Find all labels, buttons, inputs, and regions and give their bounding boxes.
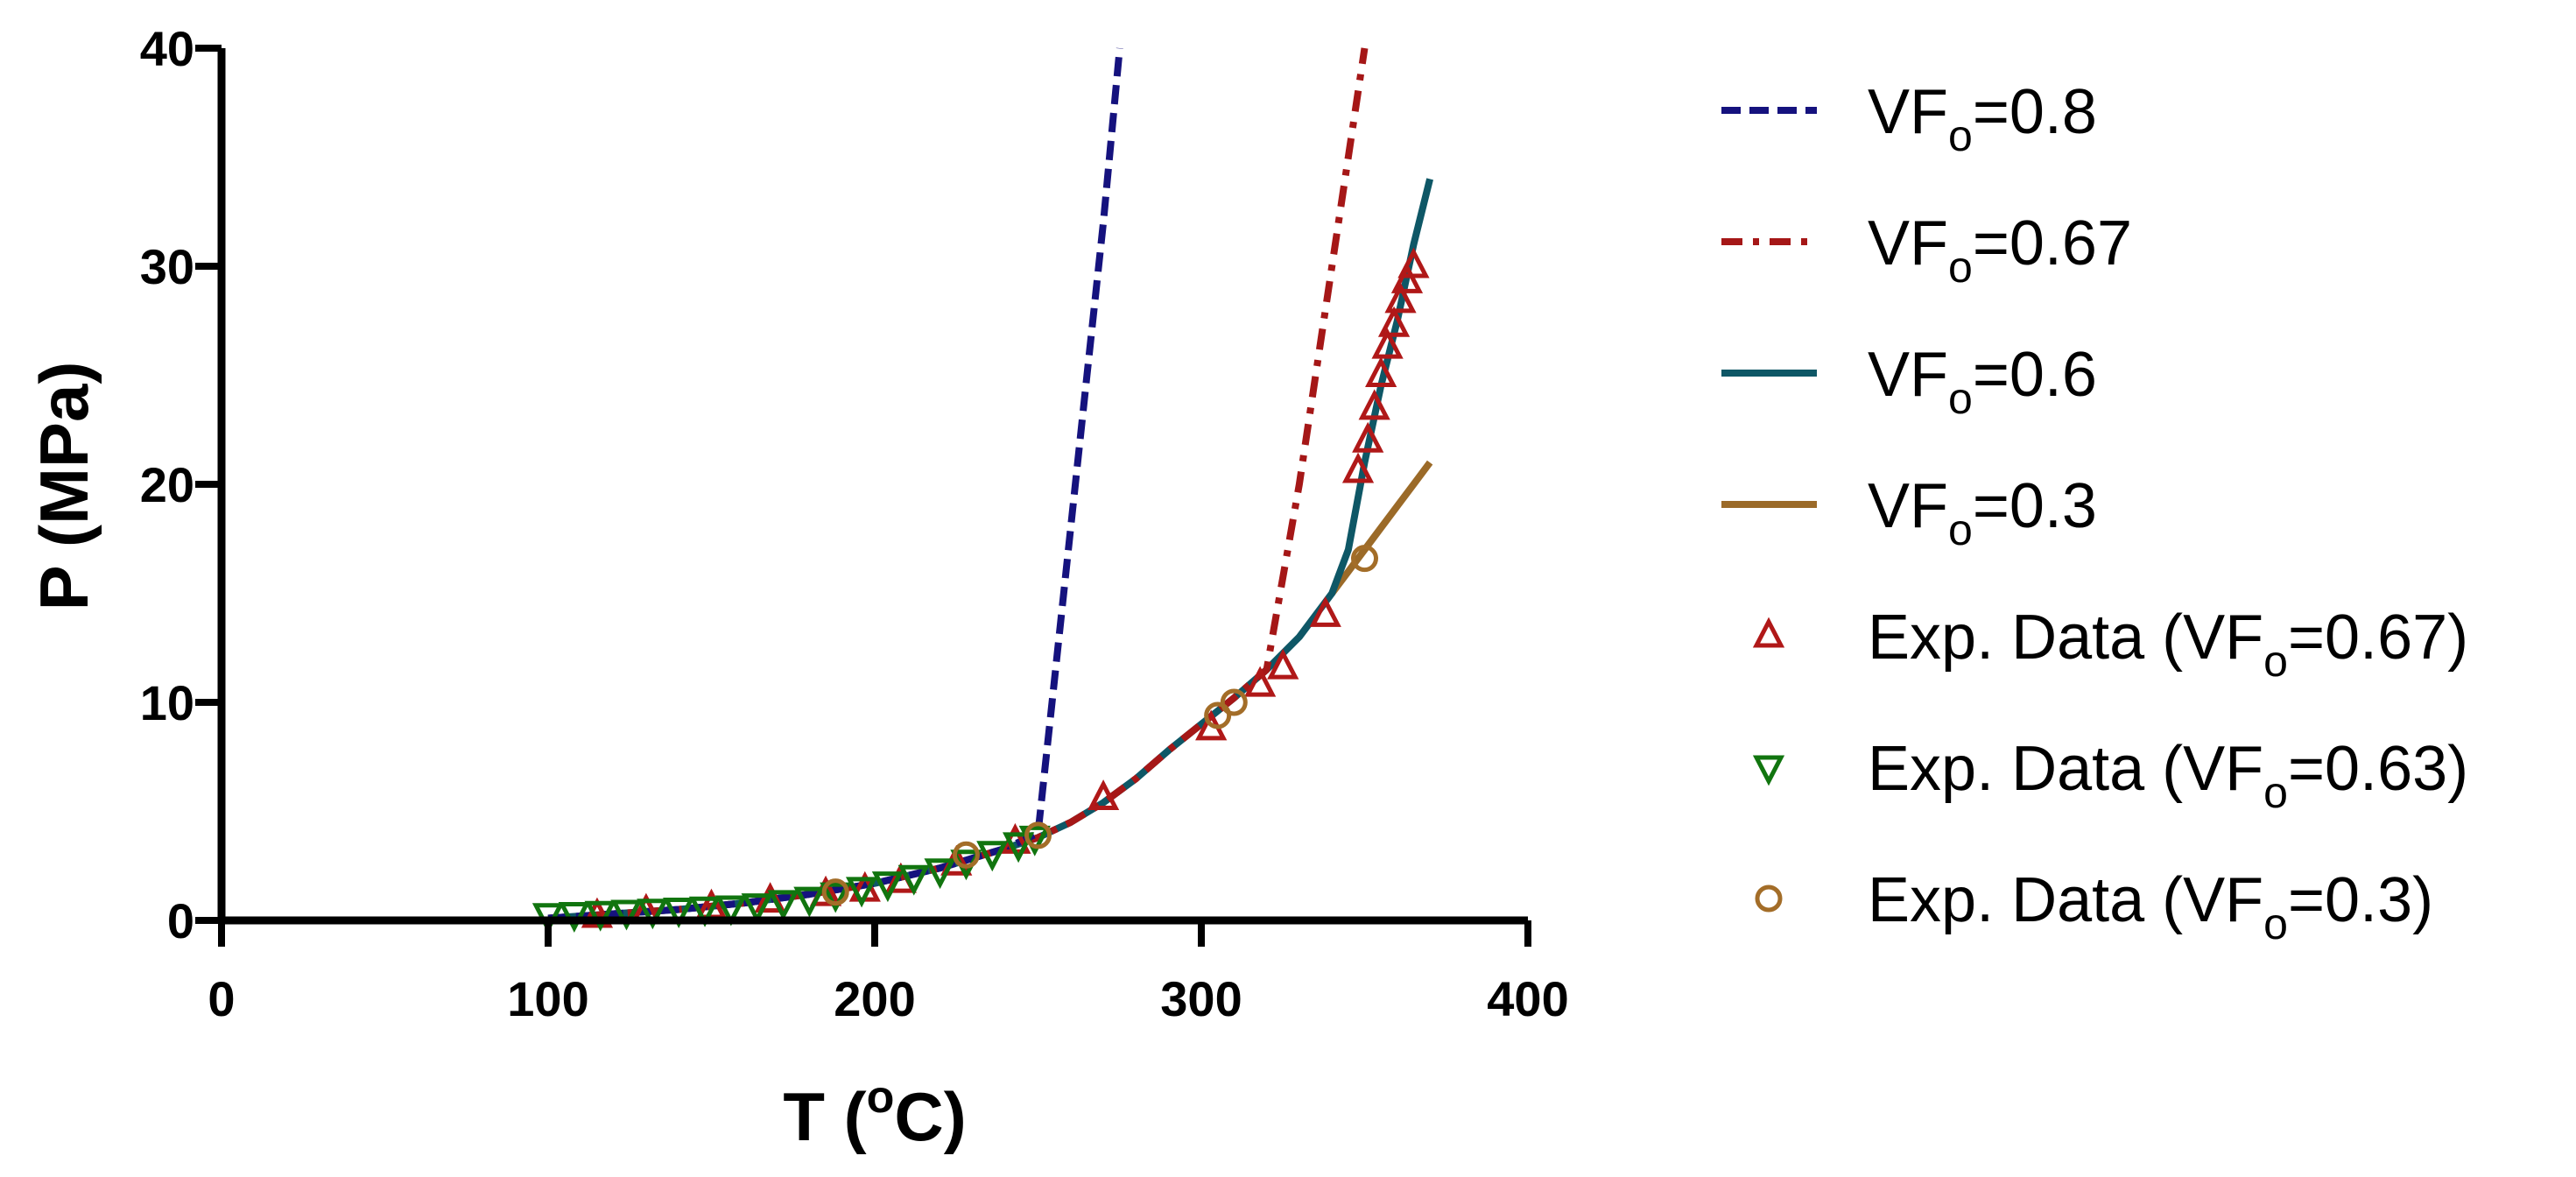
legend-label: VFo=0.67 bbox=[1868, 208, 2132, 292]
legend-swatch bbox=[1752, 617, 1785, 648]
legend-label: Exp. Data (VFo=0.67) bbox=[1868, 603, 2468, 686]
data-point bbox=[688, 896, 721, 927]
legend-label: Exp. Data (VFo=0.3) bbox=[1868, 865, 2433, 948]
legend-swatch bbox=[1752, 755, 1785, 786]
x-tick-label: 0 bbox=[208, 971, 235, 1026]
data-point bbox=[741, 893, 773, 925]
data-point bbox=[871, 871, 904, 903]
legend-entry: VFo=0.6 bbox=[1721, 340, 2097, 423]
legend-label: VFo=0.6 bbox=[1868, 340, 2097, 423]
series-line bbox=[1329, 460, 1433, 596]
data-point bbox=[1384, 282, 1417, 314]
data-point bbox=[637, 899, 669, 930]
data-point bbox=[1351, 545, 1378, 573]
legend: VFo=0.8 VFo=0.67 VFo=0.6 VFo=0.3 Exp. Data (… bbox=[1721, 77, 2468, 948]
data-point bbox=[581, 897, 614, 928]
data-point bbox=[767, 890, 799, 921]
axes bbox=[217, 48, 1528, 925]
data-point bbox=[1358, 389, 1390, 420]
data-point bbox=[610, 899, 643, 931]
data-point bbox=[1267, 648, 1299, 680]
data-point bbox=[1341, 452, 1375, 483]
y-ticks: 0 10 20 30 40 bbox=[140, 21, 222, 948]
x-axis-title-tail: C) bbox=[894, 1078, 966, 1155]
data-point bbox=[1244, 666, 1277, 697]
x-tick-label: 400 bbox=[1487, 971, 1568, 1026]
data-point bbox=[821, 878, 849, 906]
legend-entry: Exp. Data (VFo=0.63) bbox=[1752, 734, 2468, 817]
x-ticks: 0 100 200 300 400 bbox=[208, 920, 1569, 1026]
series-line bbox=[547, 47, 1369, 922]
legend-entry: VFo=0.67 bbox=[1721, 208, 2132, 292]
y-tick-label: 40 bbox=[140, 21, 194, 76]
data-point bbox=[976, 841, 1009, 872]
data-point bbox=[558, 902, 590, 933]
series-line bbox=[547, 178, 1433, 922]
data-point bbox=[1003, 832, 1035, 863]
data-point bbox=[1390, 262, 1424, 293]
x-tick-label: 100 bbox=[507, 971, 588, 1026]
data-point bbox=[820, 882, 852, 913]
plot-markers bbox=[531, 247, 1430, 934]
legend-label: Exp. Data (VFo=0.63) bbox=[1868, 734, 2468, 817]
data-point bbox=[1087, 779, 1120, 811]
legend-entry: VFo=0.8 bbox=[1721, 77, 2097, 160]
data-point bbox=[845, 877, 878, 908]
data-point bbox=[1204, 701, 1232, 729]
legend-entry: Exp. Data (VFo=0.3) bbox=[1755, 865, 2433, 948]
data-point bbox=[663, 898, 695, 928]
y-tick-label: 20 bbox=[140, 457, 194, 512]
legend-entry: VFo=0.3 bbox=[1721, 471, 2097, 554]
x-tick-label: 200 bbox=[834, 971, 915, 1026]
data-point bbox=[1024, 821, 1052, 849]
data-point bbox=[897, 864, 930, 896]
x-tick-label: 300 bbox=[1160, 971, 1242, 1026]
legend-label: VFo=0.3 bbox=[1868, 471, 2097, 554]
y-tick-label: 0 bbox=[167, 893, 194, 948]
legend-swatch bbox=[1755, 885, 1783, 913]
legend-entry: Exp. Data (VFo=0.67) bbox=[1752, 603, 2468, 686]
data-point bbox=[1220, 688, 1248, 716]
x-axis-title-main: T ( bbox=[783, 1078, 866, 1155]
legend-label: VFo=0.8 bbox=[1868, 77, 2097, 160]
data-point bbox=[793, 886, 826, 918]
data-point bbox=[1352, 421, 1384, 453]
y-tick-label: 30 bbox=[140, 239, 194, 294]
data-point bbox=[1365, 356, 1397, 387]
x-axis-title-sup: o bbox=[867, 1072, 895, 1123]
data-point bbox=[952, 841, 980, 869]
data-point bbox=[924, 858, 956, 890]
x-axis-title: T (oC) bbox=[783, 1072, 966, 1155]
y-tick-label: 10 bbox=[140, 675, 194, 730]
y-axis-title: P (MPa) bbox=[25, 362, 102, 611]
data-point bbox=[1377, 306, 1411, 337]
data-point bbox=[1309, 596, 1341, 627]
data-point bbox=[584, 900, 616, 932]
plot-lines bbox=[547, 47, 1433, 922]
series-line bbox=[547, 47, 1123, 922]
data-point bbox=[1371, 328, 1404, 359]
data-point bbox=[714, 895, 747, 927]
data-point bbox=[1397, 247, 1430, 278]
